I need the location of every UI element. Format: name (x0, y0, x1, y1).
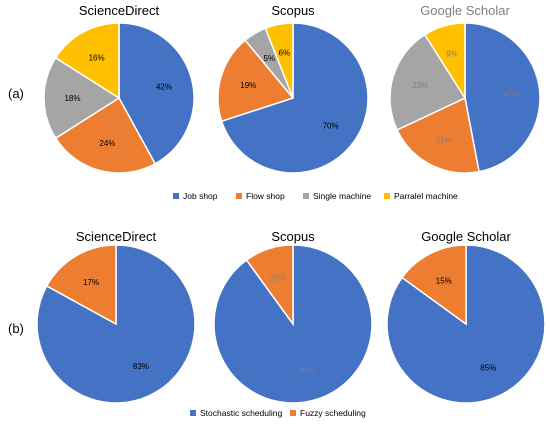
slice-value-label: 90% (300, 367, 316, 376)
legend-swatch-single-machine (303, 193, 309, 199)
pie-title: Google Scholar (421, 229, 511, 244)
pie-slice-job-shop (220, 22, 369, 174)
pie-slice-parralel-machine (54, 22, 120, 100)
legend-swatch-flow-shop (236, 193, 242, 199)
pie-chart-6: Google Scholar 85% 15% (386, 229, 546, 404)
pie-chart-1: ScienceDirect 42% 24% 18% 16% (43, 3, 195, 174)
slice-value-label: 18% (64, 94, 80, 103)
pie-slice-parralel-machine (423, 22, 466, 101)
legend-label-parralel-machine: Parralel machine (394, 191, 458, 201)
slice-value-label: 15% (436, 276, 452, 285)
pie-slice-parralel-machine (264, 22, 294, 99)
legend-b: Stochastic scheduling Fuzzy scheduling (190, 408, 366, 418)
slice-value-label: 16% (89, 53, 105, 62)
legend-label-flow-shop: Flow shop (246, 191, 285, 201)
legend-a: Job shop Flow shop Single machine Parralel … (173, 191, 458, 201)
pie-chart-3: Google Scholar 47% 21% 23% 9% (389, 3, 541, 174)
pie-chart-4: ScienceDirect 83% 17% (36, 229, 196, 404)
slice-value-label: 6% (279, 48, 291, 57)
pie-title: ScienceDirect (76, 229, 157, 244)
legend-label-fuzzy-scheduling: Fuzzy scheduling (300, 408, 366, 418)
slice-value-label: 42% (156, 82, 172, 91)
pie-chart-5: Scopus 90% 10% (213, 229, 373, 404)
legend-swatch-parralel-machine (384, 193, 390, 199)
legend-label-single-machine: Single machine (313, 191, 371, 201)
pie-slice-fuzzy-scheduling (45, 244, 117, 326)
slice-value-label: 85% (480, 364, 496, 373)
legend-swatch-job-shop (173, 193, 179, 199)
slice-value-label: 9% (446, 49, 458, 58)
pie-slice-single-machine (389, 33, 467, 131)
pie-slice-single-machine (43, 56, 121, 140)
slice-value-label: 83% (133, 362, 149, 371)
panel-label-a: (a) (8, 86, 24, 101)
slice-value-label: 10% (270, 273, 286, 282)
pie-slice-flow-shop (217, 39, 295, 123)
pie-slice-fuzzy-scheduling (401, 244, 467, 326)
legend-label-job-shop: Job shop (183, 191, 218, 201)
pie-chart-2: Scopus 70% 19% 5%6% (217, 3, 369, 174)
slice-value-label: 47% (503, 90, 519, 99)
legend-swatch-fuzzy-scheduling (290, 410, 296, 416)
slice-value-label: 21% (436, 135, 452, 144)
pie-slice-fuzzy-scheduling (245, 244, 294, 327)
pie-title: Scopus (271, 3, 315, 18)
slice-value-label: 17% (83, 278, 99, 287)
panel-label-b: (b) (8, 321, 24, 336)
slice-value-label: 19% (240, 81, 256, 90)
pie-title: Google Scholar (420, 3, 510, 18)
slice-value-label: 70% (323, 121, 339, 130)
pie-slice-flow-shop (54, 96, 157, 174)
legend-label-stochastic-scheduling: Stochastic scheduling (200, 408, 282, 418)
slice-value-label: 5% (264, 54, 276, 63)
slice-value-label: 24% (99, 139, 115, 148)
pie-title: ScienceDirect (79, 3, 160, 18)
pie-slice-job-shop (464, 22, 541, 173)
pie-slice-flow-shop (396, 96, 480, 174)
legend-swatch-stochastic-scheduling (190, 410, 196, 416)
slice-value-label: 23% (412, 81, 428, 90)
pie-slice-job-shop (118, 22, 195, 165)
pie-title: Scopus (271, 229, 315, 244)
